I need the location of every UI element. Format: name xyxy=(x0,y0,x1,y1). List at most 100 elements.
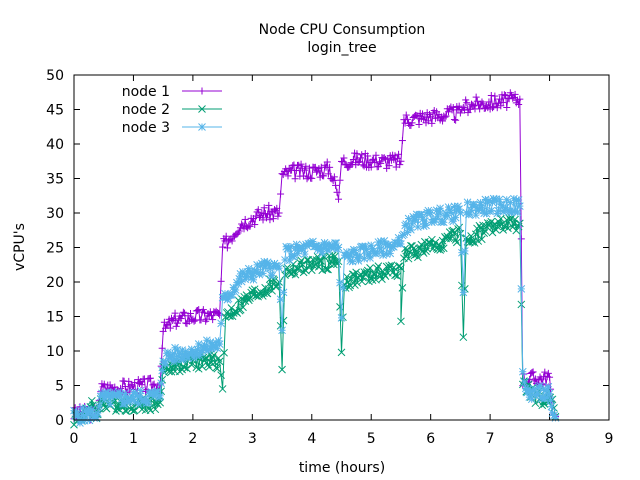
data-point xyxy=(263,289,272,298)
data-point xyxy=(373,248,382,257)
data-point xyxy=(302,266,310,275)
data-point xyxy=(510,93,518,101)
data-point xyxy=(464,236,473,244)
data-point xyxy=(379,267,387,276)
data-point xyxy=(545,389,554,398)
y-tick-label: 50 xyxy=(46,68,64,84)
data-point xyxy=(127,381,135,389)
data-point xyxy=(273,204,281,212)
data-point xyxy=(491,92,499,100)
data-point xyxy=(201,309,209,317)
data-point xyxy=(87,396,96,405)
data-point xyxy=(495,195,504,204)
data-point xyxy=(241,275,250,284)
data-point xyxy=(449,104,457,112)
data-point xyxy=(414,253,422,262)
data-point xyxy=(209,351,218,359)
data-point xyxy=(297,160,305,168)
data-point xyxy=(170,315,178,323)
data-point xyxy=(403,115,411,123)
data-point xyxy=(427,113,435,121)
data-point xyxy=(218,385,227,393)
legend-marker xyxy=(198,123,206,131)
data-point xyxy=(337,314,346,322)
data-point xyxy=(397,264,405,273)
data-point xyxy=(190,317,198,325)
data-point xyxy=(292,167,300,175)
data-point xyxy=(214,309,222,317)
series-node-1 xyxy=(70,89,559,424)
data-point xyxy=(436,204,445,213)
data-point xyxy=(268,271,277,280)
legend-label: node 3 xyxy=(122,120,170,136)
data-point xyxy=(504,224,512,233)
data-point xyxy=(518,367,527,376)
data-point xyxy=(439,117,447,125)
data-point xyxy=(151,405,160,414)
data-point xyxy=(460,247,469,255)
data-point xyxy=(207,312,215,320)
data-point xyxy=(511,90,519,98)
data-point xyxy=(142,387,150,395)
data-point xyxy=(531,375,539,383)
data-point xyxy=(502,195,511,204)
data-point xyxy=(509,94,517,102)
data-point xyxy=(467,232,475,240)
data-point xyxy=(164,320,172,328)
series-node-3 xyxy=(70,194,560,427)
data-point xyxy=(323,158,331,166)
data-point xyxy=(182,319,190,327)
data-point xyxy=(269,215,277,223)
data-point xyxy=(93,409,102,417)
data-point xyxy=(197,316,205,324)
data-point xyxy=(168,363,177,372)
data-point xyxy=(173,319,181,327)
data-point xyxy=(138,381,146,389)
data-point xyxy=(311,163,319,171)
data-point xyxy=(250,285,259,294)
data-point xyxy=(347,275,356,284)
data-point xyxy=(131,379,139,387)
data-point xyxy=(183,364,191,373)
legend-marker xyxy=(198,105,206,113)
data-point xyxy=(437,244,446,253)
data-point xyxy=(301,166,309,174)
x-tick-label: 7 xyxy=(486,431,495,447)
data-point xyxy=(171,309,179,317)
data-point xyxy=(329,177,337,185)
data-point xyxy=(249,291,258,299)
data-point xyxy=(477,235,486,244)
data-point xyxy=(316,257,324,265)
series-line xyxy=(73,91,556,420)
data-point xyxy=(243,294,252,303)
data-point xyxy=(381,272,390,280)
data-point xyxy=(194,364,203,373)
data-point xyxy=(370,155,378,163)
data-point xyxy=(217,371,225,380)
data-point xyxy=(389,263,398,272)
data-point xyxy=(215,357,224,366)
data-point xyxy=(215,340,224,348)
data-point xyxy=(439,218,448,227)
data-point xyxy=(513,208,522,216)
data-point xyxy=(470,239,479,247)
data-point xyxy=(275,209,283,217)
data-point xyxy=(275,264,283,273)
data-point xyxy=(166,324,174,332)
data-point xyxy=(187,361,196,369)
data-point xyxy=(251,221,259,229)
y-tick-label: 35 xyxy=(46,172,64,188)
data-point xyxy=(296,259,305,267)
data-point xyxy=(361,270,370,279)
legend: node 1 node 2 node 3 xyxy=(122,84,222,136)
data-point xyxy=(345,163,353,171)
data-point xyxy=(373,264,382,273)
data-point xyxy=(496,95,504,103)
data-point xyxy=(493,104,501,112)
legend-label: node 1 xyxy=(122,84,170,100)
data-point xyxy=(515,100,523,108)
x-tick-label: 2 xyxy=(188,431,197,447)
data-point xyxy=(517,285,526,293)
data-point xyxy=(220,348,228,357)
